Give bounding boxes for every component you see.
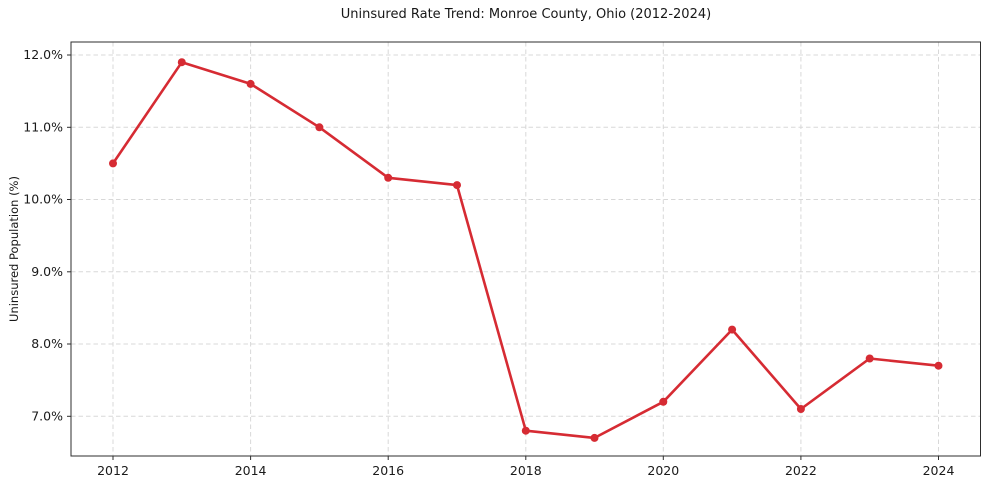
x-tick-label: 2016 [372,463,404,478]
y-tick-label: 10.0% [23,192,63,207]
data-point [590,433,599,442]
x-tick-label: 2020 [647,463,679,478]
data-point [246,79,255,88]
data-point [109,159,117,168]
data-point [177,58,186,67]
x-tick-label: 2024 [923,463,955,478]
y-tick-label: 8.0% [31,336,63,351]
data-point [796,405,805,413]
axis-ticks: 2012 2014 2016 2018 2020 2022 2024 7.0% 8.0% 9.0%… [23,47,954,478]
data-point [315,123,324,132]
data-point [453,181,461,190]
gridlines [71,42,981,456]
x-tick-label: 2014 [235,463,267,478]
data-point [728,325,737,334]
data-point [865,354,874,363]
data-point [934,361,943,370]
data-point [384,173,393,182]
y-tick-label: 7.0% [31,409,63,424]
y-tick-label: 12.0% [23,47,63,62]
x-tick-label: 2012 [97,463,129,478]
y-tick-label: 9.0% [31,264,63,279]
x-tick-label: 2022 [785,463,817,478]
data-point [521,426,530,435]
series-markers [109,58,943,442]
data-point [659,397,668,406]
chart-title: Uninsured Rate Trend: Monroe County, Ohi… [340,7,712,22]
y-tick-label: 11.0% [23,120,63,135]
x-tick-label: 2018 [510,463,542,478]
